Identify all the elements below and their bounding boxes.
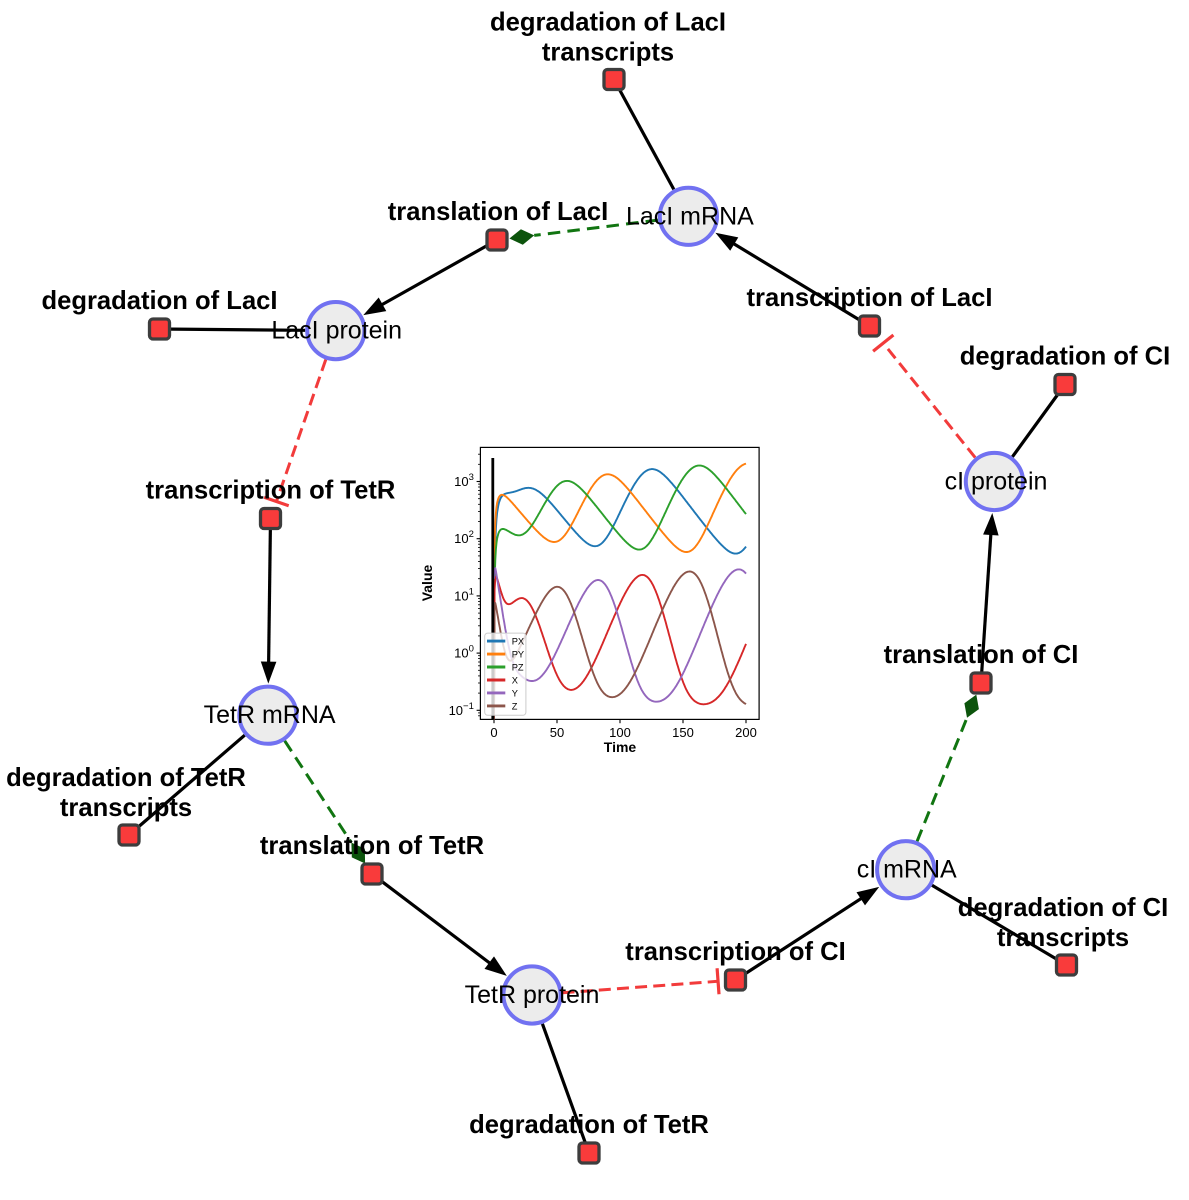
svg-text:100: 100 — [454, 644, 474, 661]
svg-text:PX: PX — [512, 637, 524, 647]
svg-text:degradation of TetR: degradation of TetR — [6, 764, 246, 792]
svg-text:101: 101 — [454, 586, 474, 603]
svg-text:Value: Value — [419, 565, 435, 602]
svg-text:translation of LacI: translation of LacI — [388, 198, 608, 226]
svg-text:LacI mRNA: LacI mRNA — [626, 202, 754, 230]
svg-text:transcripts: transcripts — [997, 924, 1129, 952]
svg-text:transcription of CI: transcription of CI — [625, 938, 845, 966]
svg-text:150: 150 — [672, 725, 694, 740]
svg-text:translation of TetR: translation of TetR — [260, 832, 484, 860]
svg-text:degradation of TetR: degradation of TetR — [469, 1111, 709, 1139]
svg-text:PZ: PZ — [512, 663, 524, 673]
svg-text:transcripts: transcripts — [60, 794, 192, 822]
svg-text:103: 103 — [454, 472, 474, 489]
svg-text:degradation of CI: degradation of CI — [958, 894, 1168, 922]
svg-text:transcription of LacI: transcription of LacI — [746, 284, 992, 312]
svg-text:10−1: 10−1 — [449, 701, 474, 718]
svg-text:translation of CI: translation of CI — [884, 641, 1079, 669]
svg-text:100: 100 — [609, 725, 631, 740]
svg-text:PY: PY — [512, 650, 524, 660]
svg-text:X: X — [512, 676, 518, 686]
svg-text:transcription of TetR: transcription of TetR — [146, 477, 396, 505]
svg-text:50: 50 — [550, 725, 564, 740]
svg-text:LacI protein: LacI protein — [271, 317, 402, 345]
svg-text:transcripts: transcripts — [542, 39, 674, 67]
svg-text:Y: Y — [512, 689, 518, 699]
svg-text:102: 102 — [454, 529, 474, 546]
svg-text:Time: Time — [604, 739, 637, 755]
svg-text:cI protein: cI protein — [945, 468, 1048, 496]
svg-text:200: 200 — [735, 725, 757, 740]
svg-text:TetR protein: TetR protein — [465, 981, 600, 1009]
svg-text:degradation of CI: degradation of CI — [960, 343, 1170, 371]
svg-text:TetR mRNA: TetR mRNA — [204, 701, 336, 729]
svg-text:degradation of LacI: degradation of LacI — [41, 287, 277, 315]
svg-text:0: 0 — [490, 725, 497, 740]
svg-text:cI mRNA: cI mRNA — [857, 856, 957, 884]
svg-text:Z: Z — [512, 702, 518, 712]
svg-text:degradation of LacI: degradation of LacI — [490, 9, 726, 37]
